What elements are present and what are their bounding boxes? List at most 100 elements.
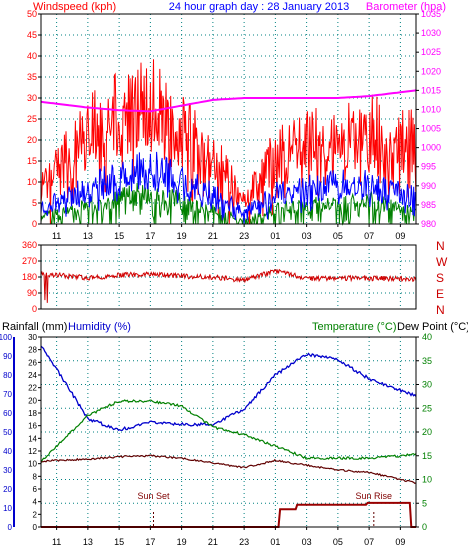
x-tick-label: 03 [302,231,312,241]
temperature-tick-label: 15 [422,451,432,461]
baro-tick-label: 980 [421,219,436,229]
climate-x-axis: 11 13 15 17 19 21 23 01 03 05 07 09 [52,527,405,547]
wind-y-axis: 0 5 10 15 20 25 30 35 40 45 50 [27,9,41,229]
x-tick-label: 11 [52,231,61,241]
rain-tick-label: 0 [33,523,38,532]
temperature-tick-label: 25 [422,403,432,413]
compass-label: S [436,271,444,285]
humidity-tick-label: 10 [3,504,12,513]
baro-tick-label: 985 [421,200,436,210]
rainfall-legend: Rainfall (mm) [2,321,67,333]
chart-title: 24 hour graph day : 28 January 2013 [169,1,349,13]
wind-tick-label: 45 [27,30,37,40]
temperature-legend: Temperature (°C) [312,321,396,333]
rain-tick-label: 10 [28,460,37,469]
windspeed-axis-title: Windspeed (kph) [33,1,116,13]
x-tick-label: 01 [270,231,280,241]
x-tick-label: 21 [208,231,218,241]
humidity-tick-label: 40 [3,447,12,456]
wind-tick-label: 35 [27,72,37,82]
compass-label: N [436,303,445,317]
baro-tick-label: 995 [421,162,436,172]
wind-tick-label: 15 [27,156,37,166]
rain-tick-label: 8 [33,472,38,481]
baro-tick-label: 1000 [421,143,441,153]
baro-tick-label: 1010 [421,104,441,114]
x-tick-label: 17 [145,537,155,547]
x-tick-label: 09 [395,231,405,241]
humidity-tick-label: 50 [3,428,12,437]
direction-y-axis: 0 90 180 270 360 [22,240,41,314]
baro-tick-label: 1035 [421,9,441,19]
rain-tick-label: 4 [33,498,38,507]
wind-tick-label: 20 [27,135,37,145]
humidity-tick-label: 90 [3,352,12,361]
rain-tick-label: 12 [28,447,37,456]
climate-grid [41,337,416,527]
rain-tick-label: 14 [28,434,37,443]
rain-tick-label: 16 [28,422,37,431]
wind-average-series [40,151,417,225]
rain-tick-label: 24 [28,371,37,380]
baro-tick-label: 1020 [421,66,441,76]
x-tick-label: 15 [114,231,124,241]
compass-label: W [436,255,448,269]
direction-chart-frame [40,244,417,310]
temperature-tick-label: 5 [422,498,427,508]
sunrise-annotation: Sun Rise [356,491,393,501]
wind-direction-series [40,268,417,303]
rain-tick-label: 20 [28,396,37,405]
humidity-tick-label: 30 [3,466,12,475]
wind-tick-label: 5 [32,198,37,208]
x-tick-label: 01 [270,537,280,547]
direction-tick-label: 270 [22,256,37,266]
wind-tick-label: 40 [27,51,37,61]
x-tick-label: 11 [52,537,61,547]
direction-tick-label: 90 [27,288,37,298]
wind-tick-label: 30 [27,93,37,103]
humidity-tick-label: 0 [8,523,13,532]
direction-tick-label: 0 [32,304,37,314]
x-tick-label: 09 [395,537,405,547]
dewpoint-series [40,454,417,484]
baro-tick-label: 1025 [421,47,441,57]
sunset-annotation: Sun Set [137,491,170,501]
wind-tick-label: 10 [27,177,37,187]
rain-tick-label: 18 [28,409,37,418]
humidity-tick-label: 100 [0,333,13,342]
humidity-tick-label: 20 [3,485,12,494]
temperature-tick-label: 40 [422,332,432,342]
wind-tick-label: 50 [27,9,37,19]
humidity-tick-label: 80 [3,371,12,380]
temperature-tick-label: 10 [422,475,432,485]
barometer-axis-title: Barometer (hpa) [366,1,446,13]
rain-tick-label: 6 [33,485,38,494]
rain-tick-label: 2 [33,510,38,519]
wind-chart-frame [40,13,417,225]
baro-tick-label: 1015 [421,85,441,95]
humidity-tick-label: 70 [3,390,12,399]
dewpoint-legend: Dew Point (°C) [397,321,468,333]
climate-chart-frame [40,336,417,528]
temperature-tick-label: 35 [422,356,432,366]
temperature-y-axis: 0 5 10 15 20 25 30 35 40 [416,332,432,532]
compass-label: E [436,287,444,301]
compass-label: N [436,239,445,253]
x-tick-label: 07 [364,537,374,547]
x-tick-label: 23 [239,231,249,241]
wind-tick-label: 0 [32,219,37,229]
humidity-tick-label: 60 [3,409,12,418]
baro-tick-label: 1005 [421,124,441,134]
wind-lull-series [40,182,417,226]
wind-gust-series [40,59,417,225]
x-tick-label: 19 [177,231,187,241]
rain-tick-label: 22 [28,384,37,393]
rain-tick-label: 30 [28,333,37,342]
rain-tick-label: 28 [28,346,37,355]
x-tick-label: 19 [177,537,187,547]
x-tick-label: 07 [364,231,374,241]
baro-tick-label: 990 [421,181,436,191]
direction-tick-label: 360 [22,240,37,250]
